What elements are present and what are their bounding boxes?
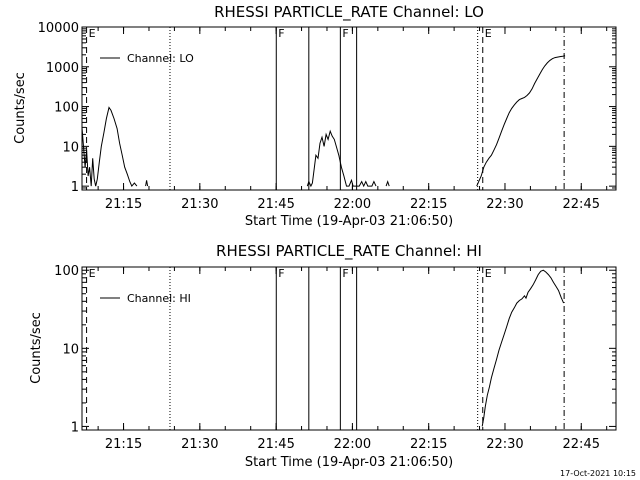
event-marker-label: F [278,267,284,280]
y-axis-label-lo: Counts/sec [13,72,28,144]
chart-title-lo: RHESSI PARTICLE_RATE Channel: LO [214,3,484,22]
y-tick-label: 100 [54,264,79,279]
x-tick-label: 22:15 [410,197,447,212]
event-marker-label: E [485,27,492,40]
x-tick-label: 21:30 [181,197,218,212]
chart-title-hi: RHESSI PARTICLE_RATE Channel: HI [216,242,482,261]
x-tick-label: 22:00 [334,197,371,212]
series-line-hi [481,269,565,427]
event-marker-label: F [342,267,348,280]
series-line-lo [81,106,138,188]
x-tick-label: 21:30 [181,437,218,452]
series-line-lo [385,180,390,187]
chart-panel-lo: RHESSI PARTICLE_RATE Channel: LO Start T… [13,3,617,229]
y-tick-label: 10 [62,140,79,155]
event-marker-label: E [485,267,492,280]
x-tick-label: 21:15 [105,197,142,212]
x-tick-label: 22:00 [334,437,371,452]
y-tick-label: 10000 [38,21,79,36]
series-line-lo [145,180,149,187]
x-tick-label: 22:30 [486,437,523,452]
x-tick-label: 22:15 [410,437,447,452]
event-marker-label: F [278,27,284,40]
chart-panel-hi: RHESSI PARTICLE_RATE Channel: HI Start T… [29,242,617,470]
x-tick-label: 21:45 [257,437,294,452]
y-axis-label-hi: Counts/sec [29,312,44,384]
x-tick-label: 21:15 [105,437,142,452]
series-line-lo [306,129,377,188]
y-tick-label: 1 [71,180,79,195]
x-tick-label: 22:45 [563,197,600,212]
x-tick-label: 22:45 [563,437,600,452]
x-axis-label-hi: Start Time (19-Apr-03 21:06:50) [245,455,453,470]
event-marker-label: E [89,267,96,280]
y-tick-label: 1 [71,420,79,435]
y-tick-label: 100 [54,101,79,116]
event-marker-label: F [342,27,348,40]
y-tick-label: 1000 [46,61,79,76]
x-axis-label-lo: Start Time (19-Apr-03 21:06:50) [245,214,453,229]
x-tick-label: 21:45 [257,197,294,212]
event-marker-label: E [89,27,96,40]
legend-label-lo: Channel: LO [127,52,194,65]
legend-label-hi: Channel: HI [127,292,191,305]
series-line-lo [476,55,566,187]
generation-timestamp: 17-Oct-2021 10:15 [560,469,636,478]
x-tick-label: 22:30 [486,197,523,212]
y-tick-label: 10 [62,342,79,357]
